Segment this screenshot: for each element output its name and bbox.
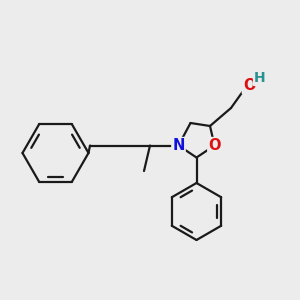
Text: O: O — [243, 78, 255, 93]
Text: N: N — [172, 138, 185, 153]
Text: O: O — [208, 138, 221, 153]
Text: H: H — [254, 71, 266, 85]
